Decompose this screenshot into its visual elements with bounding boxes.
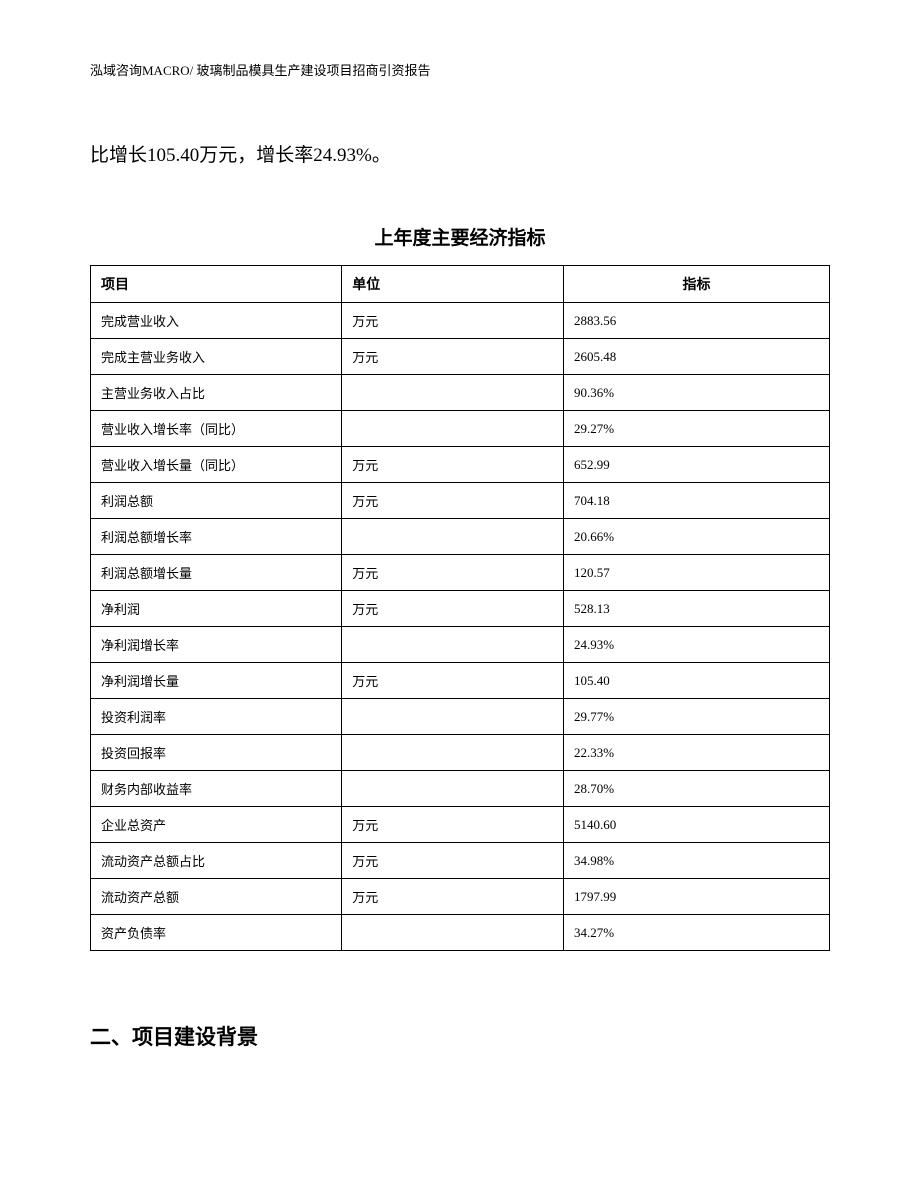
table-row: 净利润增长量万元105.40 (91, 663, 830, 699)
table-row: 流动资产总额万元1797.99 (91, 879, 830, 915)
cell-unit: 万元 (342, 879, 564, 915)
column-header-item: 项目 (91, 266, 342, 303)
cell-unit (342, 915, 564, 951)
cell-unit: 万元 (342, 447, 564, 483)
cell-value: 704.18 (563, 483, 829, 519)
cell-unit: 万元 (342, 555, 564, 591)
table-row: 投资利润率 29.77% (91, 699, 830, 735)
cell-unit: 万元 (342, 663, 564, 699)
cell-value: 29.77% (563, 699, 829, 735)
cell-unit (342, 771, 564, 807)
cell-item: 主营业务收入占比 (91, 375, 342, 411)
cell-unit: 万元 (342, 483, 564, 519)
cell-unit (342, 519, 564, 555)
cell-value: 528.13 (563, 591, 829, 627)
table-row: 营业收入增长量（同比）万元652.99 (91, 447, 830, 483)
cell-item: 投资利润率 (91, 699, 342, 735)
table-row: 利润总额万元704.18 (91, 483, 830, 519)
cell-unit (342, 735, 564, 771)
cell-value: 105.40 (563, 663, 829, 699)
cell-item: 完成主营业务收入 (91, 339, 342, 375)
cell-unit (342, 627, 564, 663)
cell-unit (342, 411, 564, 447)
cell-unit: 万元 (342, 807, 564, 843)
table-row: 投资回报率 22.33% (91, 735, 830, 771)
table-row: 完成营业收入万元2883.56 (91, 303, 830, 339)
cell-item: 利润总额增长量 (91, 555, 342, 591)
cell-unit: 万元 (342, 591, 564, 627)
cell-value: 2605.48 (563, 339, 829, 375)
cell-item: 完成营业收入 (91, 303, 342, 339)
cell-value: 34.27% (563, 915, 829, 951)
cell-unit (342, 375, 564, 411)
cell-item: 流动资产总额 (91, 879, 342, 915)
cell-value: 22.33% (563, 735, 829, 771)
table-title: 上年度主要经济指标 (90, 223, 830, 250)
cell-item: 资产负债率 (91, 915, 342, 951)
cell-item: 利润总额增长率 (91, 519, 342, 555)
cell-value: 5140.60 (563, 807, 829, 843)
table-row: 营业收入增长率（同比） 29.27% (91, 411, 830, 447)
table-row: 完成主营业务收入万元2605.48 (91, 339, 830, 375)
cell-value: 29.27% (563, 411, 829, 447)
cell-value: 24.93% (563, 627, 829, 663)
cell-value: 90.36% (563, 375, 829, 411)
table-row: 财务内部收益率 28.70% (91, 771, 830, 807)
cell-value: 34.98% (563, 843, 829, 879)
cell-item: 企业总资产 (91, 807, 342, 843)
table-row: 流动资产总额占比万元34.98% (91, 843, 830, 879)
body-paragraph: 比增长105.40万元，增长率24.93%。 (90, 139, 830, 173)
cell-value: 20.66% (563, 519, 829, 555)
cell-item: 营业收入增长量（同比） (91, 447, 342, 483)
cell-item: 净利润增长量 (91, 663, 342, 699)
cell-value: 120.57 (563, 555, 829, 591)
cell-item: 利润总额 (91, 483, 342, 519)
cell-item: 净利润增长率 (91, 627, 342, 663)
table-row: 主营业务收入占比 90.36% (91, 375, 830, 411)
cell-unit: 万元 (342, 303, 564, 339)
cell-value: 1797.99 (563, 879, 829, 915)
table-row: 利润总额增长量万元120.57 (91, 555, 830, 591)
cell-value: 2883.56 (563, 303, 829, 339)
cell-value: 28.70% (563, 771, 829, 807)
page-header: 泓域咨询MACRO/ 玻璃制品模具生产建设项目招商引资报告 (90, 60, 830, 79)
table-row: 净利润万元528.13 (91, 591, 830, 627)
table-row: 净利润增长率 24.93% (91, 627, 830, 663)
cell-item: 流动资产总额占比 (91, 843, 342, 879)
column-header-indicator: 指标 (563, 266, 829, 303)
table-row: 企业总资产万元5140.60 (91, 807, 830, 843)
section-heading: 二、项目建设背景 (90, 1021, 830, 1051)
cell-unit: 万元 (342, 843, 564, 879)
table-body: 完成营业收入万元2883.56完成主营业务收入万元2605.48主营业务收入占比… (91, 303, 830, 951)
cell-item: 投资回报率 (91, 735, 342, 771)
cell-unit (342, 699, 564, 735)
cell-item: 净利润 (91, 591, 342, 627)
cell-item: 营业收入增长率（同比） (91, 411, 342, 447)
table-row: 利润总额增长率 20.66% (91, 519, 830, 555)
cell-item: 财务内部收益率 (91, 771, 342, 807)
economic-indicators-table: 项目 单位 指标 完成营业收入万元2883.56完成主营业务收入万元2605.4… (90, 265, 830, 951)
table-header-row: 项目 单位 指标 (91, 266, 830, 303)
cell-unit: 万元 (342, 339, 564, 375)
cell-value: 652.99 (563, 447, 829, 483)
table-row: 资产负债率 34.27% (91, 915, 830, 951)
column-header-unit: 单位 (342, 266, 564, 303)
